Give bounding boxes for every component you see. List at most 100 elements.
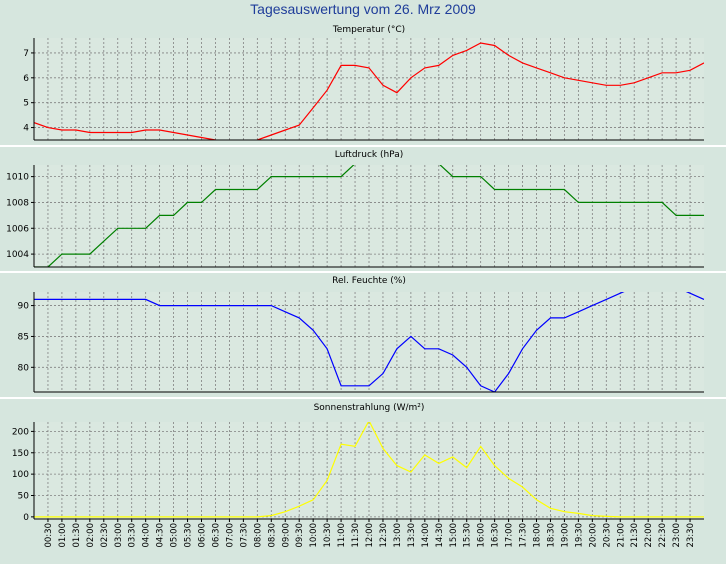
data-point (508, 478, 509, 479)
data-point (159, 215, 160, 216)
data-point (47, 516, 48, 517)
data-point (662, 516, 663, 517)
x-tick-label: 13:30 (407, 523, 417, 548)
data-point (299, 506, 300, 507)
y-tick-label: 50 (18, 491, 30, 501)
x-tick-label: 14:00 (421, 523, 431, 548)
x-tick-label: 12:00 (365, 523, 375, 548)
data-point (703, 516, 704, 517)
data-point (285, 176, 286, 177)
x-tick-label: 18:00 (533, 523, 543, 548)
x-tick-label: 06:00 (198, 523, 208, 548)
data-point (201, 202, 202, 203)
x-tick-label: 18:30 (546, 523, 556, 548)
x-tick-label: 14:30 (435, 523, 445, 548)
data-point (536, 330, 537, 331)
data-point (508, 373, 509, 374)
data-point (703, 215, 704, 216)
x-tick-label: 08:00 (253, 523, 263, 548)
x-tick-label: 22:00 (644, 523, 654, 548)
data-point (438, 65, 439, 66)
data-point (89, 516, 90, 517)
data-point (410, 471, 411, 472)
x-tick-label: 03:30 (128, 523, 138, 548)
data-point (703, 299, 704, 300)
y-tick-label: 5 (23, 99, 29, 109)
x-tick-label: 04:00 (142, 523, 152, 548)
data-point (564, 317, 565, 318)
data-point (89, 132, 90, 133)
x-tick-label: 09:00 (281, 523, 291, 548)
x-tick-label: 23:00 (672, 523, 682, 548)
panel-title: Luftdruck (hPa) (335, 150, 404, 160)
data-point (271, 176, 272, 177)
data-point (396, 92, 397, 93)
data-point (243, 189, 244, 190)
x-tick-label: 12:30 (379, 523, 389, 548)
y-tick-label: 0 (23, 513, 29, 523)
data-point (271, 515, 272, 516)
data-point (452, 354, 453, 355)
data-point (592, 82, 593, 83)
data-point (340, 65, 341, 66)
x-tick-label: 20:00 (588, 523, 598, 548)
data-point (131, 132, 132, 133)
panel-title: Temperatur (°C) (332, 25, 405, 35)
data-point (145, 129, 146, 130)
panel-separator (0, 271, 726, 273)
data-point (173, 215, 174, 216)
data-point (75, 516, 76, 517)
x-tick-label: 21:30 (630, 523, 640, 548)
data-point (480, 446, 481, 447)
y-tick-label: 1006 (6, 224, 29, 234)
data-point (103, 299, 104, 300)
data-point (452, 456, 453, 457)
data-point (703, 62, 704, 63)
data-point (382, 448, 383, 449)
panel-separator (0, 145, 726, 147)
x-tick-label: 15:00 (449, 523, 459, 548)
data-series-line (34, 422, 704, 518)
data-point (424, 67, 425, 68)
data-point (494, 45, 495, 46)
data-point (340, 444, 341, 445)
data-point (410, 77, 411, 78)
data-point (648, 77, 649, 78)
data-point (201, 305, 202, 306)
data-point (131, 228, 132, 229)
data-point (327, 348, 328, 349)
data-point (466, 50, 467, 51)
data-point (620, 516, 621, 517)
x-tick-label: 08:30 (267, 523, 277, 548)
data-point (634, 202, 635, 203)
data-point (522, 486, 523, 487)
x-tick-label: 16:00 (477, 523, 487, 548)
data-point (61, 516, 62, 517)
data-point (354, 385, 355, 386)
y-tick-label: 85 (18, 332, 29, 342)
data-point (424, 348, 425, 349)
data-point (662, 202, 663, 203)
data-point (103, 132, 104, 133)
x-tick-label: 11:30 (351, 523, 361, 548)
data-point (648, 202, 649, 203)
x-tick-label: 21:00 (616, 523, 626, 548)
x-tick-label: 09:30 (295, 523, 305, 548)
x-tick-label: 11:00 (337, 523, 347, 548)
x-tick-label: 04:30 (156, 523, 166, 548)
data-point (564, 511, 565, 512)
data-point (452, 55, 453, 56)
data-series-line (34, 42, 704, 140)
data-point (243, 305, 244, 306)
data-point (536, 499, 537, 500)
data-point (354, 446, 355, 447)
data-point (187, 305, 188, 306)
x-tick-label: 17:30 (519, 523, 529, 548)
data-point (634, 516, 635, 517)
x-tick-label: 02:00 (86, 523, 96, 548)
data-point (606, 516, 607, 517)
data-point (382, 85, 383, 86)
y-tick-label: 4 (23, 124, 29, 134)
x-tick-label: 00:30 (44, 523, 54, 548)
data-point (620, 293, 621, 294)
